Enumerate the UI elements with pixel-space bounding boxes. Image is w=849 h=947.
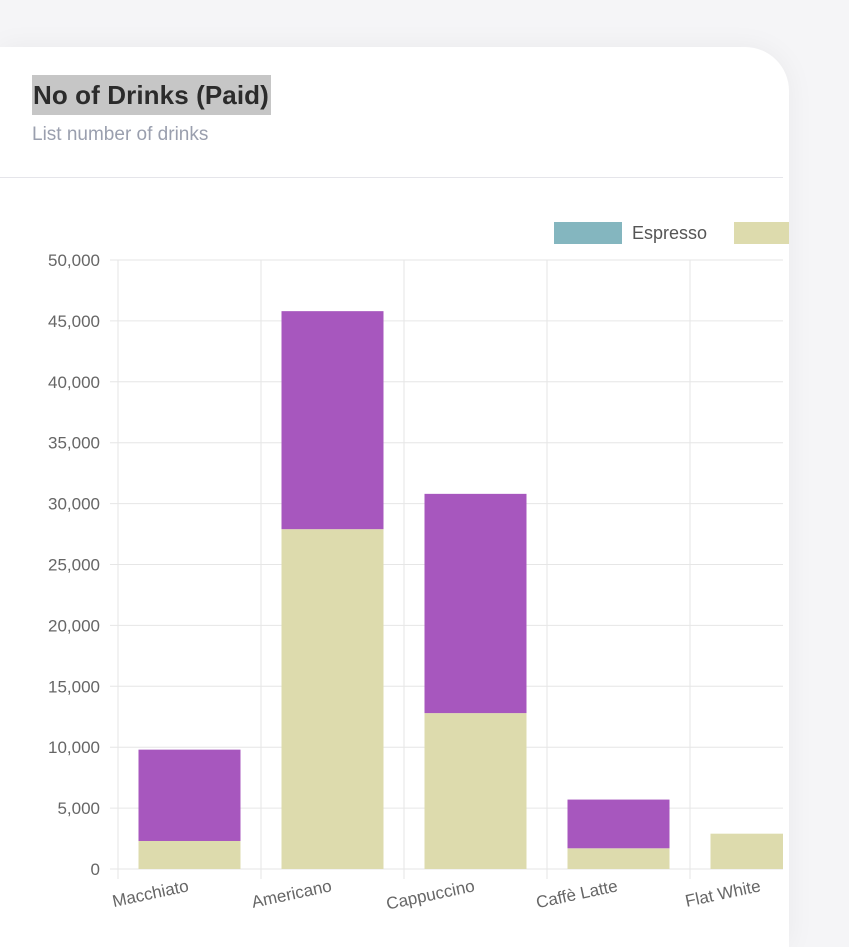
- legend-swatch[interactable]: [554, 222, 622, 244]
- bar-segment[interactable]: [281, 311, 384, 530]
- y-tick-label: 10,000: [48, 738, 100, 757]
- bar-segment[interactable]: [138, 840, 241, 869]
- bar-segment[interactable]: [567, 848, 670, 869]
- y-tick-label: 45,000: [48, 312, 100, 331]
- card-header: No of Drinks (Paid) List number of drink…: [0, 47, 783, 178]
- x-tick-label: Caffè Latte: [534, 876, 619, 912]
- bar-segment[interactable]: [424, 493, 527, 714]
- y-tick-label: 0: [91, 860, 100, 879]
- x-tick-label: Cappuccino: [385, 876, 477, 912]
- chart-card: No of Drinks (Paid) List number of drink…: [0, 47, 789, 947]
- y-tick-label: 15,000: [48, 677, 100, 696]
- y-tick-label: 5,000: [57, 799, 100, 818]
- card-title: No of Drinks (Paid): [32, 75, 271, 115]
- y-tick-label: 40,000: [48, 373, 100, 392]
- y-tick-label: 50,000: [48, 251, 100, 270]
- y-tick-label: 30,000: [48, 495, 100, 514]
- x-tick-label: Macchiato: [111, 876, 191, 911]
- bar-segment[interactable]: [567, 799, 670, 849]
- x-tick-label: Americano: [250, 876, 333, 911]
- stacked-bar-chart: 0 5,000 10,000 15,000 20,000 25,000 30,000 35,0…: [48, 222, 789, 912]
- y-tick-label: 25,000: [48, 556, 100, 575]
- card-subtitle: List number of drinks: [32, 124, 209, 145]
- y-tick-label: 35,000: [48, 434, 100, 453]
- legend-swatch[interactable]: [734, 222, 789, 244]
- bar-segment[interactable]: [281, 529, 384, 869]
- bar-segment[interactable]: [710, 833, 784, 869]
- y-tick-label: 20,000: [48, 616, 100, 635]
- x-tick-label: Flat White: [684, 876, 763, 910]
- bar-segment[interactable]: [424, 713, 527, 869]
- bar-segment[interactable]: [138, 749, 241, 841]
- legend-label[interactable]: Espresso: [632, 223, 707, 243]
